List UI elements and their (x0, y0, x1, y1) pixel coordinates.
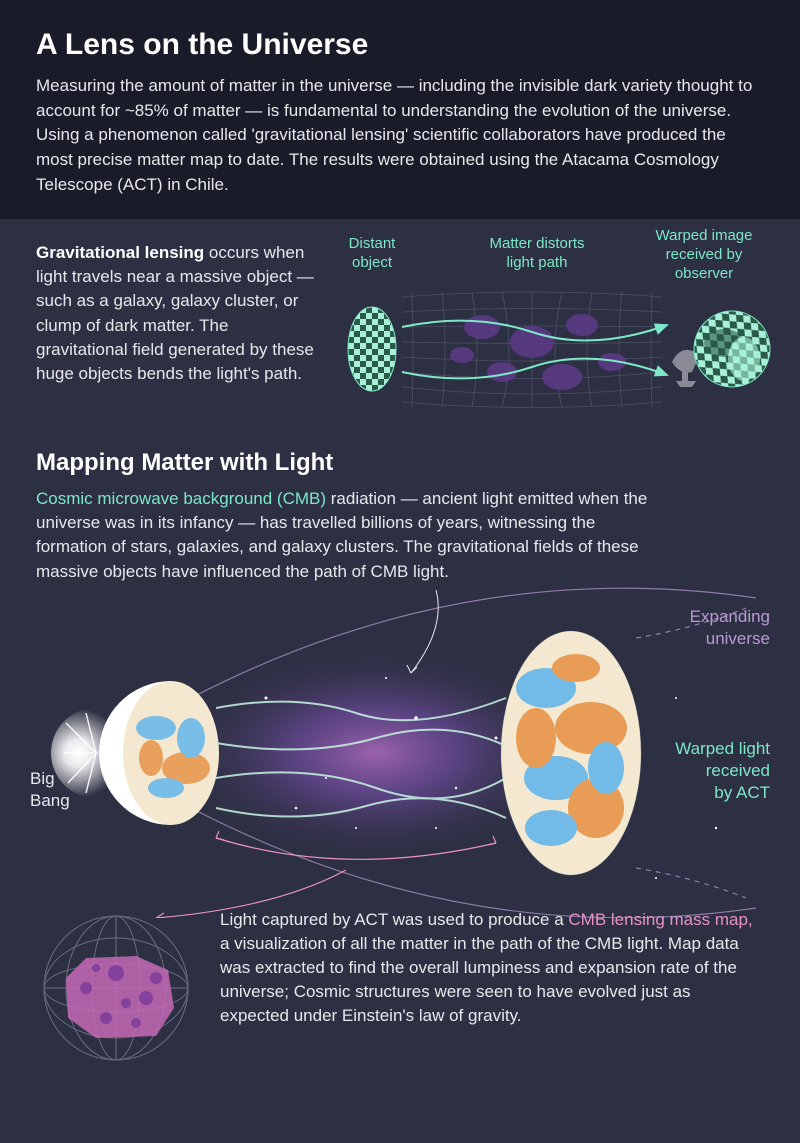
lensing-section: Gravitational lensing occurs when light … (0, 219, 800, 441)
lensing-svg (332, 277, 772, 457)
label-matter-distorts: Matter distortslight path (462, 235, 612, 273)
bottom-paragraph: Light captured by ACT was used to produc… (220, 908, 764, 1029)
header-section: A Lens on the Universe Measuring the amo… (0, 0, 800, 219)
bottom-section: Light captured by ACT was used to produc… (0, 908, 800, 1068)
cmb-cone-diagram: BigBang Expandinguniverse Warped lightre… (36, 588, 764, 918)
bottom-post: a visualization of all the matter in the… (220, 934, 739, 1025)
mapping-heading: Mapping Matter with Light (36, 449, 764, 477)
mapping-section: Mapping Matter with Light Cosmic microwa… (0, 441, 800, 918)
label-distant-object: Distantobject (332, 235, 412, 273)
lensing-paragraph: Gravitational lensing occurs when light … (36, 241, 316, 441)
label-warped-image: Warped imagereceived byobserver (644, 227, 764, 283)
cmb-term: Cosmic microwave background (CMB) (36, 489, 326, 508)
cmb-mass-map-globe (36, 908, 196, 1068)
lensing-term: Gravitational lensing (36, 243, 204, 262)
mapping-paragraph: Cosmic microwave background (CMB) radiat… (36, 487, 656, 584)
lensing-diagram: Distantobject Matter distortslight path … (332, 241, 764, 441)
intro-paragraph: Measuring the amount of matter in the un… (36, 74, 764, 197)
lensing-body: occurs when light travels near a massive… (36, 243, 314, 383)
cone-svg (16, 578, 776, 918)
page-title: A Lens on the Universe (36, 28, 764, 62)
globe-svg (36, 908, 196, 1068)
